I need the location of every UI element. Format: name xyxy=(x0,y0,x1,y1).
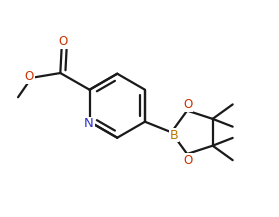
Text: O: O xyxy=(59,35,68,48)
Text: O: O xyxy=(183,154,192,167)
Text: O: O xyxy=(183,98,192,111)
Text: B: B xyxy=(170,128,179,141)
Text: O: O xyxy=(25,70,34,83)
Text: N: N xyxy=(84,117,94,130)
